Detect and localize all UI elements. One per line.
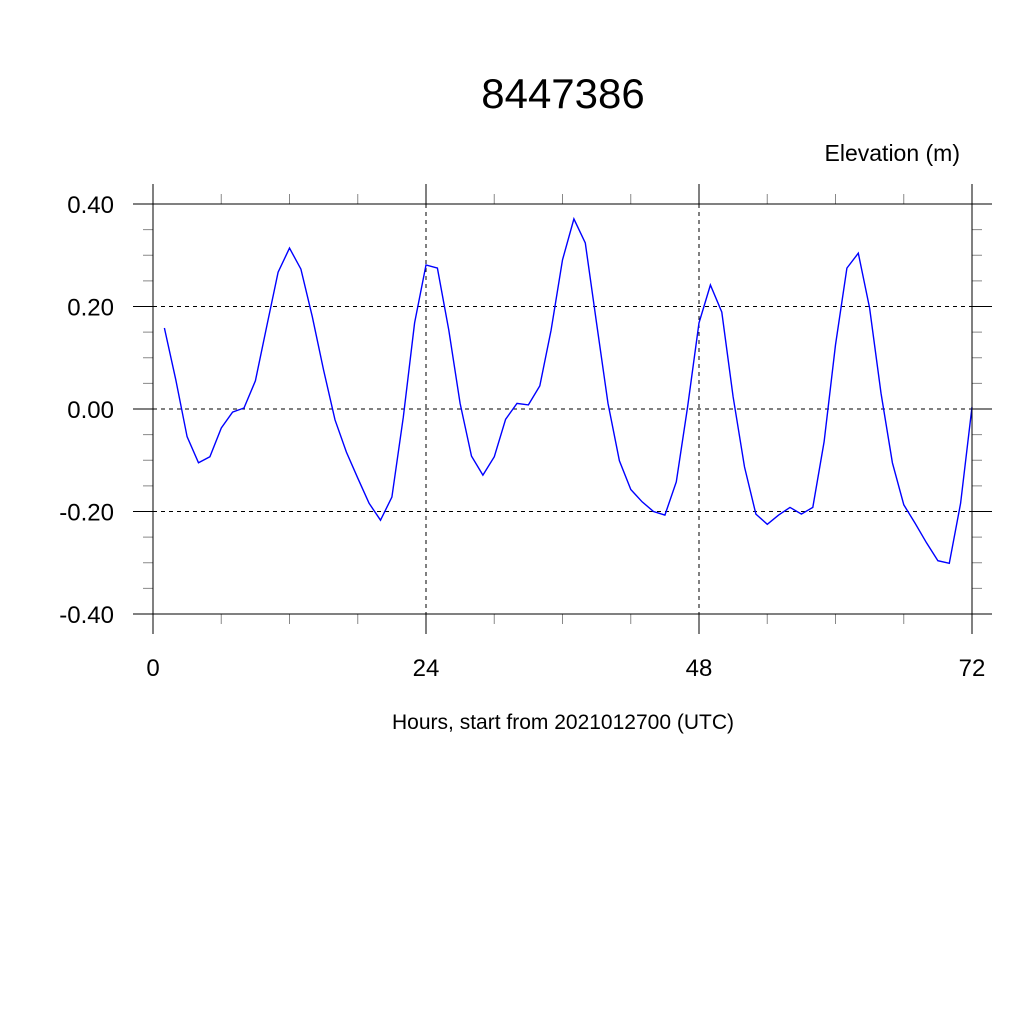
y-tick-label: -0.40 (59, 602, 114, 629)
series (163, 216, 973, 565)
chart-title: 8447386 (481, 70, 645, 117)
plot-frame (152, 203, 973, 615)
y-tick-label: 0.40 (67, 192, 114, 219)
y-tick-label: 0.00 (67, 397, 114, 424)
tick-labels: 0 24 48 72 -0.40 -0.20 0.00 0.20 0.40 (59, 192, 985, 682)
x-tick-label: 48 (686, 655, 713, 682)
y-tick-label: 0.20 (67, 295, 114, 322)
x-tick-label: 24 (413, 655, 440, 682)
x-axis-label: Hours, start from 2021012700 (UTC) (392, 711, 734, 734)
x-tick-label: 72 (959, 655, 986, 682)
x-tick-label: 0 (146, 655, 159, 682)
y-tick-label: -0.20 (59, 500, 114, 527)
chart-subtitle-right: Elevation (m) (825, 140, 960, 166)
ticks (133, 184, 992, 634)
elevation-line (163, 216, 973, 565)
